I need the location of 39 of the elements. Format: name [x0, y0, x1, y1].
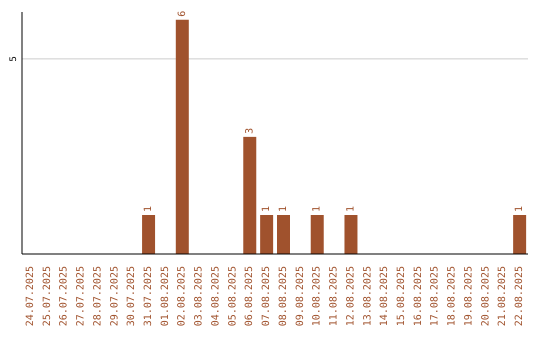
- x-tick-label: 10.08.2025: [312, 266, 323, 326]
- x-tick-label: 28.07.2025: [92, 266, 104, 326]
- x-tick-label: 04.08.2025: [210, 266, 222, 326]
- data-label: 1: [312, 206, 323, 212]
- data-label: 6: [176, 10, 188, 17]
- x-tick-label: 03.08.2025: [194, 266, 205, 326]
- x-tick-label: 05.08.2025: [227, 266, 238, 326]
- x-tick-label: 18.08.2025: [446, 266, 458, 326]
- x-tick-label: 29.07.2025: [109, 266, 120, 326]
- x-tick-label: 30.07.2025: [126, 266, 138, 326]
- x-tick-label: 22.08.2025: [514, 266, 526, 326]
- data-label: 1: [261, 206, 272, 212]
- data-label: 1: [278, 206, 289, 212]
- data-label: 1: [143, 206, 154, 212]
- x-tick-label: 13.08.2025: [362, 266, 374, 326]
- x-tick-label: 07.08.2025: [261, 266, 272, 326]
- x-tick-label: 19.08.2025: [463, 266, 474, 326]
- data-label: 3: [244, 128, 256, 134]
- x-tick-label: 17.08.2025: [430, 266, 441, 326]
- x-tick-label: 06.08.2025: [244, 266, 256, 326]
- x-tick-label: 26.07.2025: [58, 266, 70, 326]
- x-tick-label: 16.08.2025: [412, 266, 424, 326]
- x-tick-label: 02.08.2025: [176, 266, 188, 326]
- x-tick-label: 12.08.2025: [345, 266, 356, 326]
- x-tick-label: 20.08.2025: [480, 266, 492, 326]
- x-tick-label: 08.08.2025: [278, 266, 289, 326]
- x-tick-label: 11.08.2025: [328, 266, 340, 326]
- x-tick-label: 21.08.2025: [497, 266, 508, 326]
- x-tick-label: 01.08.2025: [160, 266, 171, 326]
- data-label: 1: [514, 206, 526, 212]
- x-tick-label: 24.07.2025: [24, 266, 36, 326]
- data-label: 1: [345, 206, 356, 212]
- x-tick-label: 09.08.2025: [294, 266, 306, 326]
- x-tick-label: 14.08.2025: [379, 266, 390, 326]
- x-tick-label: 27.07.2025: [76, 266, 87, 326]
- x-tick-label: 31.07.2025: [143, 266, 154, 326]
- x-tick-label: 15.08.2025: [396, 266, 407, 326]
- x-tick-label: 25.07.2025: [42, 266, 53, 326]
- y-tick-label: 5: [9, 56, 19, 62]
